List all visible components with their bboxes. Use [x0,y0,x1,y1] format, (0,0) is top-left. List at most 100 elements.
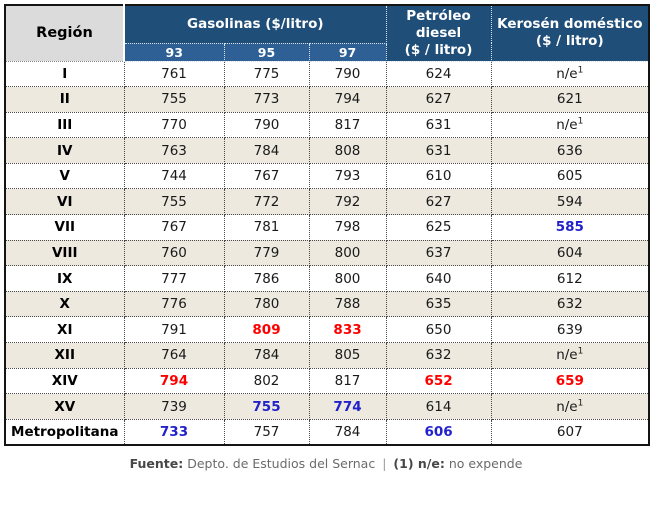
price-cell: 770 [123,111,225,139]
price-cell: 733 [123,418,225,446]
fuente-label: Fuente: [129,455,184,471]
price-cell: 632 [490,290,650,318]
table-row: II 755 773 794 627 621 [4,86,650,113]
region-column-header: Región [5,5,125,62]
price-cell: 639 [490,316,650,344]
diesel-column-header: Petróleo diesel ($ / litro) [385,4,492,62]
region-label: XIV [4,367,125,395]
fuel-price-table: Región Gasolinas ($/litro) Petróleo dies… [4,4,651,446]
region-label: Metropolitana [4,418,125,446]
diesel-header-title: Petróleo diesel [406,7,471,41]
price-cell: 650 [385,316,492,344]
region-label: V [4,162,125,190]
region-label: I [4,60,125,88]
price-cell: 605 [490,162,650,190]
price-cell: 631 [385,137,492,164]
price-cell: 784 [308,418,387,446]
region-label: VII [4,214,125,241]
price-cell: 635 [385,290,492,318]
price-cell: 624 [385,60,492,88]
price-cell: 761 [123,60,225,88]
region-label: IX [4,265,125,292]
fuel-price-table-container: Región Gasolinas ($/litro) Petróleo dies… [4,4,651,446]
price-cell: 833 [308,316,387,344]
region-label: III [4,111,125,139]
price-cell: 659 [490,367,650,395]
price-cell: 805 [308,342,387,369]
region-label: II [4,86,125,113]
price-cell: n/e1 [490,393,650,420]
price-cell: 817 [308,367,387,395]
price-cell: n/e1 [490,342,650,369]
table-row: Metropolitana 733 757 784 606 607 [4,418,650,446]
price-cell: 786 [223,265,310,292]
price-cell: 774 [308,393,387,420]
header-row-octanes: 93 95 97 [5,42,649,62]
price-cell: 606 [385,418,492,446]
gasolinas-column-header: Gasolinas ($/litro) [123,4,387,44]
price-cell: 790 [308,60,387,88]
note-label: (1) n/e: [393,455,445,471]
diesel-header-unit: ($ / litro) [404,41,473,58]
price-cell: 802 [223,367,310,395]
kerosene-header-unit: ($ / litro) [535,33,604,50]
table-row: X 776 780 788 635 632 [4,290,650,318]
price-cell: 817 [308,111,387,139]
price-cell: n/e1 [490,60,650,88]
price-cell: 621 [490,86,650,113]
price-cell: 794 [123,367,225,395]
region-label: X [4,290,125,318]
table-row: VI 755 772 792 627 594 [4,188,650,216]
price-cell: 808 [308,137,387,164]
price-cell: 773 [223,86,310,113]
price-cell: 790 [223,111,310,139]
footnote-marker: 1 [577,346,584,357]
region-label: IV [4,137,125,164]
price-cell: 779 [223,239,310,267]
price-cell: 610 [385,162,492,190]
table-row: XV 739 755 774 614 n/e1 [4,393,650,420]
price-cell: 784 [223,342,310,369]
price-cell: 780 [223,290,310,318]
price-cell: 794 [308,86,387,113]
price-cell: 637 [385,239,492,267]
price-cell: 757 [223,418,310,446]
region-label: XI [4,316,125,344]
region-label: VIII [4,239,125,267]
price-cell: 764 [123,342,225,369]
separator: | [382,455,387,471]
table-header: Región Gasolinas ($/litro) Petróleo dies… [5,4,650,62]
region-label: XV [4,393,125,420]
price-cell: 739 [123,393,225,420]
source-note: Fuente: Depto. de Estudios del Sernac | … [0,456,652,471]
table-row: XI 791 809 833 650 639 [4,316,650,344]
price-cell: 775 [223,60,310,88]
price-cell: 791 [123,316,225,344]
price-cell: 627 [385,188,492,216]
price-cell: 767 [223,162,310,190]
table-row: VIII 760 779 800 637 604 [4,239,650,267]
footnote-marker: 1 [577,398,584,409]
price-cell: 788 [308,290,387,318]
price-cell: 772 [223,188,310,216]
kerosene-column-header: Kerosén doméstico ($ / litro) [490,4,650,62]
note-text: no expende [448,455,523,471]
price-cell: 777 [123,265,225,292]
octane-93-header: 93 [123,42,225,62]
price-cell: 612 [490,265,650,292]
price-cell: 607 [490,418,650,446]
price-cell: 632 [385,342,492,369]
table-row: V 744 767 793 610 605 [4,162,650,190]
source-text: Depto. de Estudios del Sernac [187,455,376,471]
price-cell: 594 [490,188,650,216]
price-cell: 760 [123,239,225,267]
price-cell: 781 [223,214,310,241]
price-cell: 755 [123,86,225,113]
price-cell: 585 [490,214,650,241]
footnote-marker: 1 [577,116,584,127]
price-cell: 763 [123,137,225,164]
price-cell: 809 [223,316,310,344]
octane-97-header: 97 [308,42,387,62]
price-cell: 640 [385,265,492,292]
price-cell: 784 [223,137,310,164]
